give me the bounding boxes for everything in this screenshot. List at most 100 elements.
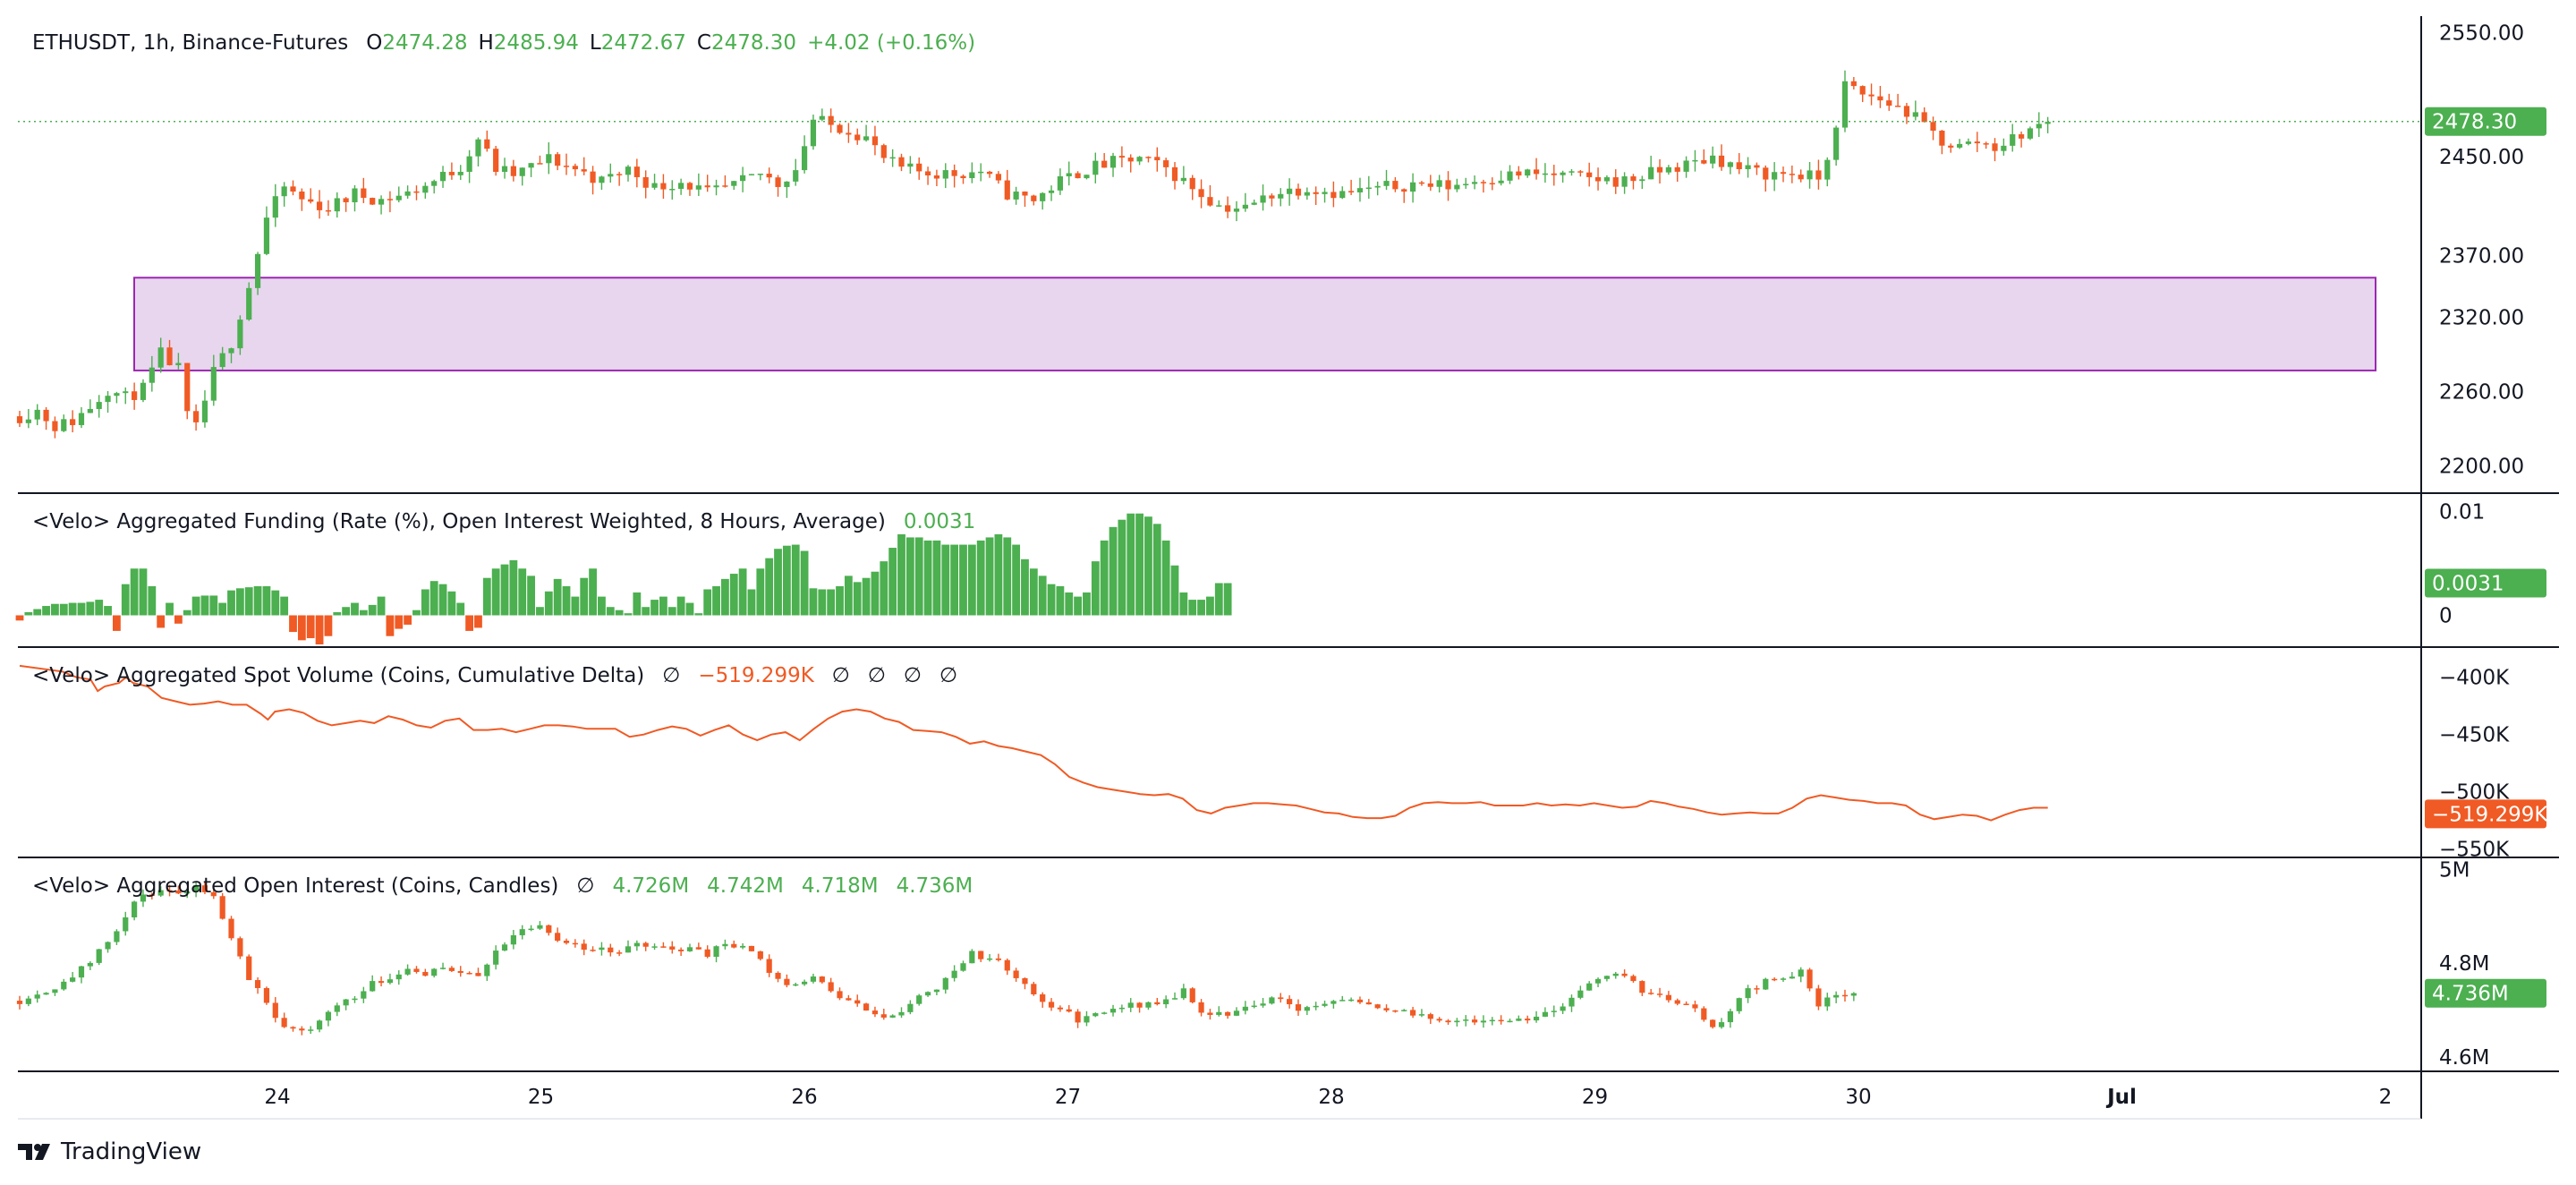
funding-bar (1109, 526, 1118, 616)
oi-candle-body (1101, 1012, 1108, 1014)
price-candle-body (290, 186, 296, 192)
oi-candle-body (422, 971, 429, 976)
price-tick-label: 2260.00 (2439, 380, 2524, 404)
price-candle-body (1401, 189, 1407, 192)
symbol-title[interactable]: ETHUSDT, 1h, Binance-Futures (32, 31, 349, 55)
oi-candle-body (1189, 988, 1195, 1002)
funding-bar (1223, 583, 1232, 616)
price-candle-body (210, 367, 217, 401)
price-candle-body (493, 149, 499, 172)
price-candle-body (1463, 183, 1469, 186)
oi-candle-body (1736, 998, 1742, 1011)
funding-bar (721, 578, 729, 616)
funding-bar (1012, 544, 1021, 616)
price-candle-body (1939, 130, 1945, 146)
price-candle-body (916, 163, 922, 172)
price-candle-body (1313, 192, 1319, 194)
price-candle-body (1648, 166, 1654, 180)
funding-legend[interactable]: <Velo> Aggregated Funding (Rate (%), Ope… (32, 508, 975, 535)
oi-candle-body (25, 998, 31, 1004)
funding-bar (359, 610, 368, 616)
price-pane (16, 70, 2421, 439)
price-candle-body (361, 188, 367, 199)
funding-bar (923, 540, 932, 616)
oi-candle-body (686, 947, 693, 951)
oi-candle-body (1850, 993, 1857, 996)
price-candle-body (1356, 188, 1364, 192)
price-candle-body (1665, 166, 1671, 173)
funding-bar (42, 606, 50, 616)
price-candle-body (219, 353, 225, 368)
time-axis[interactable]: 24 25 26 27 28 29 30 Jul 2 (264, 1086, 2392, 1109)
oi-candle-body (16, 1001, 23, 1004)
oi-candle-body (572, 942, 578, 945)
oi-candle-body (1763, 978, 1769, 990)
main-legend[interactable]: ETHUSDT, 1h, Binance-Futures O2474.28 H248… (32, 30, 975, 56)
funding-bar (104, 606, 112, 616)
price-candle-body (828, 115, 834, 125)
oi-candle-body (1118, 1007, 1125, 1010)
oi-legend[interactable]: <Velo> Aggregated Open Interest (Coins, … (32, 873, 973, 899)
price-candle-body (1445, 180, 1451, 190)
oi-title[interactable]: <Velo> Aggregated Open Interest (Coins, … (32, 874, 559, 898)
price-candle-body (52, 421, 58, 431)
price-candle-body (1886, 100, 1892, 107)
oi-candle-body (493, 951, 499, 965)
oi-candle-body (228, 918, 234, 939)
funding-bar (306, 615, 315, 639)
price-axis[interactable]: 2550.00 2450.00 2370.00 2320.00 2260.00 2200.… (2439, 22, 2524, 479)
funding-bar (536, 607, 544, 616)
price-candle-body (1004, 180, 1010, 200)
funding-bar (474, 615, 482, 628)
oi-candle-body (1533, 1016, 1540, 1021)
delta-axis[interactable]: −400K−450K−500K−550K (2439, 667, 2510, 862)
funding-bar (218, 602, 227, 616)
price-candle-body (105, 396, 111, 403)
oi-candle-body (871, 1010, 879, 1015)
funding-title[interactable]: <Velo> Aggregated Funding (Rate (%), Ope… (32, 510, 886, 533)
oi-candle-body (1392, 1010, 1399, 1012)
oi-candle-body (581, 943, 587, 951)
oi-candle-body (537, 925, 543, 929)
funding-bar (694, 613, 703, 616)
oi-candle-body (237, 938, 243, 957)
oi-candle-body (1154, 1002, 1160, 1005)
delta-legend[interactable]: <Velo> Aggregated Spot Volume (Coins, Cu… (32, 662, 957, 689)
price-candle-body (1983, 143, 1989, 145)
price-candle-body (272, 196, 278, 218)
funding-bar (985, 537, 994, 616)
funding-bar (342, 607, 351, 616)
time-tick-label: 26 (791, 1086, 817, 1109)
funding-bar (589, 568, 597, 616)
oi-candle-body (1180, 988, 1186, 999)
oi-candle-body (1807, 969, 1813, 989)
oi-candle-body (404, 968, 411, 975)
price-candle-body (1957, 143, 1963, 148)
oi-candle-body (819, 976, 825, 983)
price-candle-body (1278, 193, 1284, 199)
low-value: 2472.67 (600, 31, 686, 55)
oi-candle-body (960, 963, 966, 971)
funding-axis[interactable]: 0.01 0 (2439, 500, 2485, 627)
oi-candle-body (1780, 978, 1787, 980)
funding-bar (871, 571, 880, 616)
tradingview-logo[interactable]: TradingView (18, 1138, 201, 1165)
price-candle-body (387, 199, 394, 200)
delta-title[interactable]: <Velo> Aggregated Spot Volume (Coins, Cu… (32, 664, 645, 687)
price-candle-body (1859, 86, 1866, 95)
oi-candle-body (1004, 959, 1010, 971)
price-candle-body (1031, 195, 1037, 201)
price-candle-body (625, 166, 632, 175)
oi-candle-body (1656, 993, 1663, 995)
oi-axis[interactable]: 5M 4.8M 4.6M (2439, 858, 2489, 1069)
funding-bar (174, 615, 183, 624)
funding-bar (130, 568, 139, 616)
oi-candle-body (660, 946, 667, 948)
funding-last-badge: 0.0031 (2432, 573, 2504, 596)
price-candle-body (757, 174, 763, 175)
funding-bar (809, 588, 818, 616)
oi-candle-body (978, 951, 984, 959)
funding-bar (500, 564, 509, 616)
oi-candle-body (1295, 1004, 1302, 1011)
